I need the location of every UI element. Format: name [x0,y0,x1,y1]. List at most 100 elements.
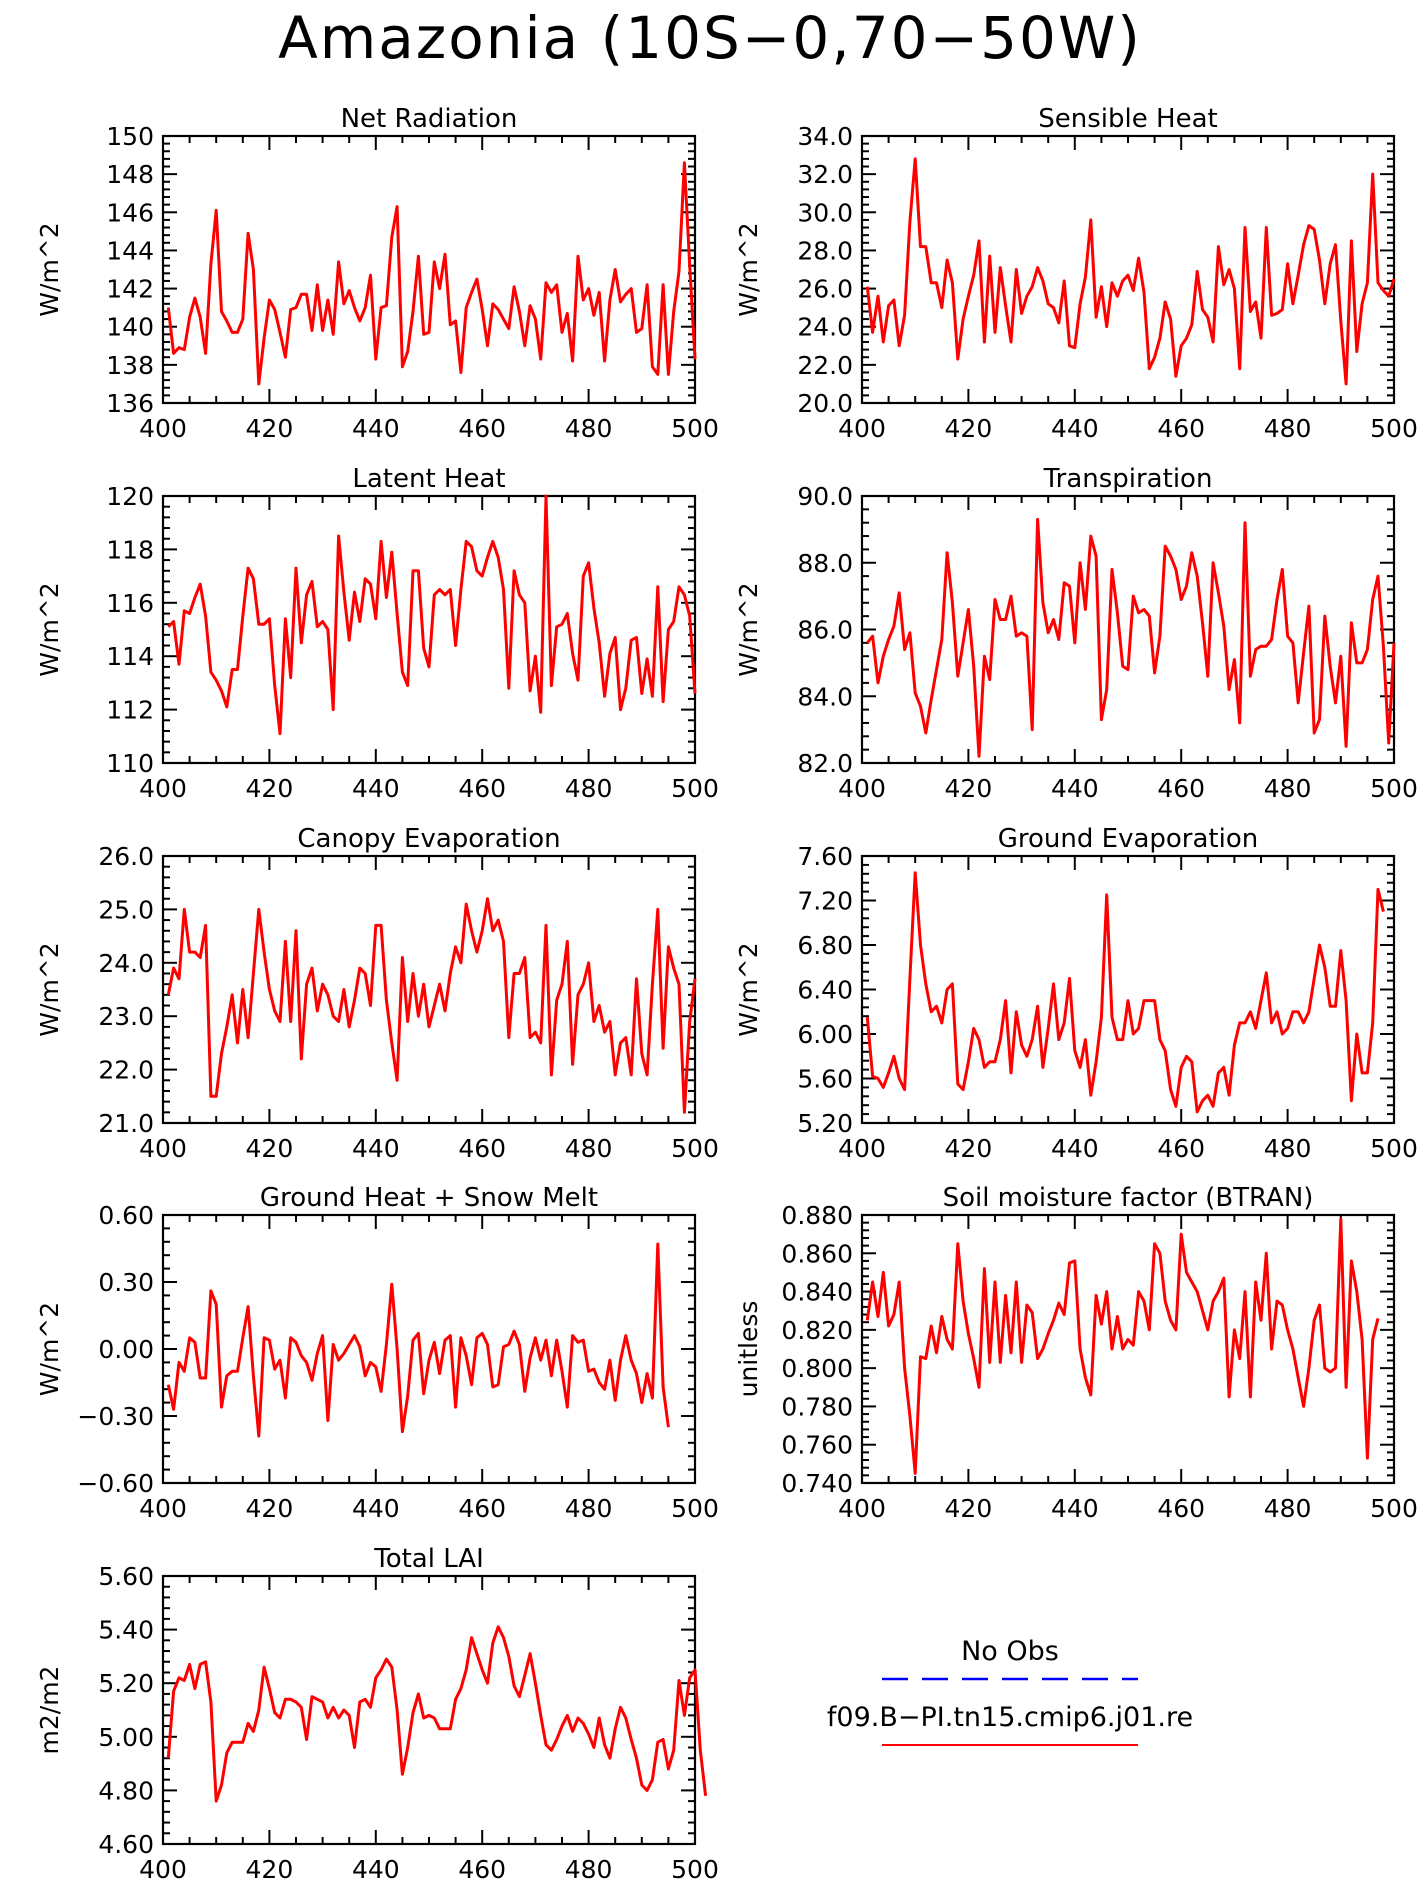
x-tick-label: 400 [139,414,187,443]
x-tick-label: 420 [945,774,993,803]
y-tick-label: 118 [106,535,154,564]
panel-title: Soil moisture factor (BTRAN) [943,1183,1314,1213]
panel-1: 400 420 440 460 480 500 136 138 140 142 144 146 148 1… [35,104,719,443]
x-tick-label: 400 [838,414,886,443]
x-tick-label: 420 [246,1494,294,1523]
y-axis-label: W/m^2 [35,1302,64,1396]
x-tick-label: 500 [1370,1494,1418,1523]
series-line [866,517,1396,758]
plot-frame [860,1213,1396,1485]
x-tick-label: 400 [838,1494,886,1523]
y-tick-label: 6.00 [797,1020,853,1049]
x-tick-label: 420 [246,774,294,803]
y-axis-label: W/m^2 [35,222,64,316]
panel-title: Ground Evaporation [998,824,1258,854]
plot-frame [161,1574,697,1846]
y-tick-label: 5.40 [98,1616,154,1645]
y-tick-label: 84.0 [797,682,853,711]
y-tick-label: 5.00 [98,1723,154,1752]
y-tick-label: 0.30 [98,1268,154,1297]
panel-7: 400 420 440 460 480 500 −0.60 −0.30 0.00 0.30 0.60… [35,1183,719,1523]
x-tick-label: 460 [458,1134,506,1163]
x-tick-label: 480 [1264,1134,1312,1163]
panel-title: Ground Heat + Snow Melt [260,1183,598,1213]
y-axis-label: W/m^2 [734,942,763,1036]
panel-6: 400 420 440 460 480 500 5.20 5.60 6.00 6.40 6.80 7.… [734,824,1418,1163]
panel-title: Net Radiation [341,104,518,134]
series-line [865,157,1396,386]
legend-obs-label: No Obs [961,1636,1059,1667]
series-line [167,494,697,736]
y-tick-label: 110 [106,749,154,778]
panel-2: 400 420 440 460 480 500 20.0 22.0 24.0 26.0 28.0 30… [734,104,1418,443]
y-tick-label: 0.60 [98,1201,154,1230]
y-axis-label: W/m^2 [35,582,64,676]
y-tick-label: 90.0 [797,482,853,511]
y-tick-label: 0.760 [781,1431,853,1460]
x-tick-label: 420 [246,1134,294,1163]
x-tick-label: 500 [1370,1134,1418,1163]
y-tick-label: 144 [106,236,154,265]
x-tick-label: 440 [352,1855,400,1884]
x-tick-label: 480 [1264,774,1312,803]
y-tick-label: 136 [106,389,154,418]
plot-frame [161,1213,697,1485]
y-tick-label: 120 [106,482,154,511]
y-tick-label: 25.0 [98,895,154,924]
series-line [865,1217,1380,1475]
y-tick-label: 24.0 [98,949,154,978]
y-axis-label: W/m^2 [734,222,763,316]
x-tick-label: 480 [565,414,613,443]
y-tick-label: 4.60 [98,1830,154,1859]
panel-title: Transpiration [1043,464,1213,494]
panel-9: 400 420 440 460 480 500 4.60 4.80 5.00 5.20 5.40 5.… [35,1544,719,1884]
x-tick-label: 500 [671,414,719,443]
y-tick-label: 23.0 [98,1002,154,1031]
y-tick-label: 148 [106,160,154,189]
x-tick-label: 500 [1370,774,1418,803]
panel-3: 400 420 440 460 480 500 110 112 114 116 118 120 Late… [35,464,719,803]
x-tick-label: 400 [838,1134,886,1163]
y-tick-label: 5.20 [797,1109,853,1138]
series-line [166,1242,670,1438]
x-tick-label: 400 [838,774,886,803]
series-line [166,1625,708,1803]
x-tick-label: 420 [945,1134,993,1163]
x-tick-label: 460 [458,774,506,803]
x-tick-label: 440 [1051,774,1099,803]
panel-title: Latent Heat [352,464,505,494]
y-tick-label: 5.20 [98,1669,154,1698]
y-tick-label: 21.0 [98,1109,154,1138]
x-tick-label: 460 [1157,1494,1205,1523]
panel-4: 400 420 440 460 480 500 82.0 84.0 86.0 88.0 90.0 Tr… [734,464,1418,803]
y-tick-label: 0.800 [781,1354,853,1383]
chart-panels: 400 420 440 460 480 500 136 138 140 142 144 146 148 1… [35,104,1418,1884]
x-tick-label: 440 [1051,1494,1099,1523]
y-axis-label: m2/m2 [35,1666,64,1755]
y-tick-label: 5.60 [98,1562,154,1591]
x-tick-label: 480 [1264,1494,1312,1523]
y-tick-label: 146 [106,198,154,227]
plot-frame [860,854,1396,1125]
x-tick-label: 500 [671,1134,719,1163]
y-tick-label: 7.20 [797,887,853,916]
y-tick-label: 0.740 [781,1469,853,1498]
series-line [166,897,697,1114]
y-tick-label: 28.0 [797,236,853,265]
y-tick-label: 112 [106,696,154,725]
x-tick-label: 480 [565,1855,613,1884]
y-tick-label: 24.0 [797,313,853,342]
y-tick-label: 20.0 [797,389,853,418]
x-tick-label: 500 [1370,414,1418,443]
y-tick-label: 4.80 [98,1776,154,1805]
y-tick-label: −0.30 [77,1402,154,1431]
y-tick-label: 0.860 [781,1239,853,1268]
x-tick-label: 480 [565,1134,613,1163]
x-tick-label: 440 [1051,414,1099,443]
main-title: Amazonia (10S−0,70−50W) [278,4,1142,72]
x-tick-label: 480 [1264,414,1312,443]
y-tick-label: 86.0 [797,616,853,645]
plot-frame [860,134,1396,405]
y-tick-label: 82.0 [797,749,853,778]
x-tick-label: 460 [458,1494,506,1523]
